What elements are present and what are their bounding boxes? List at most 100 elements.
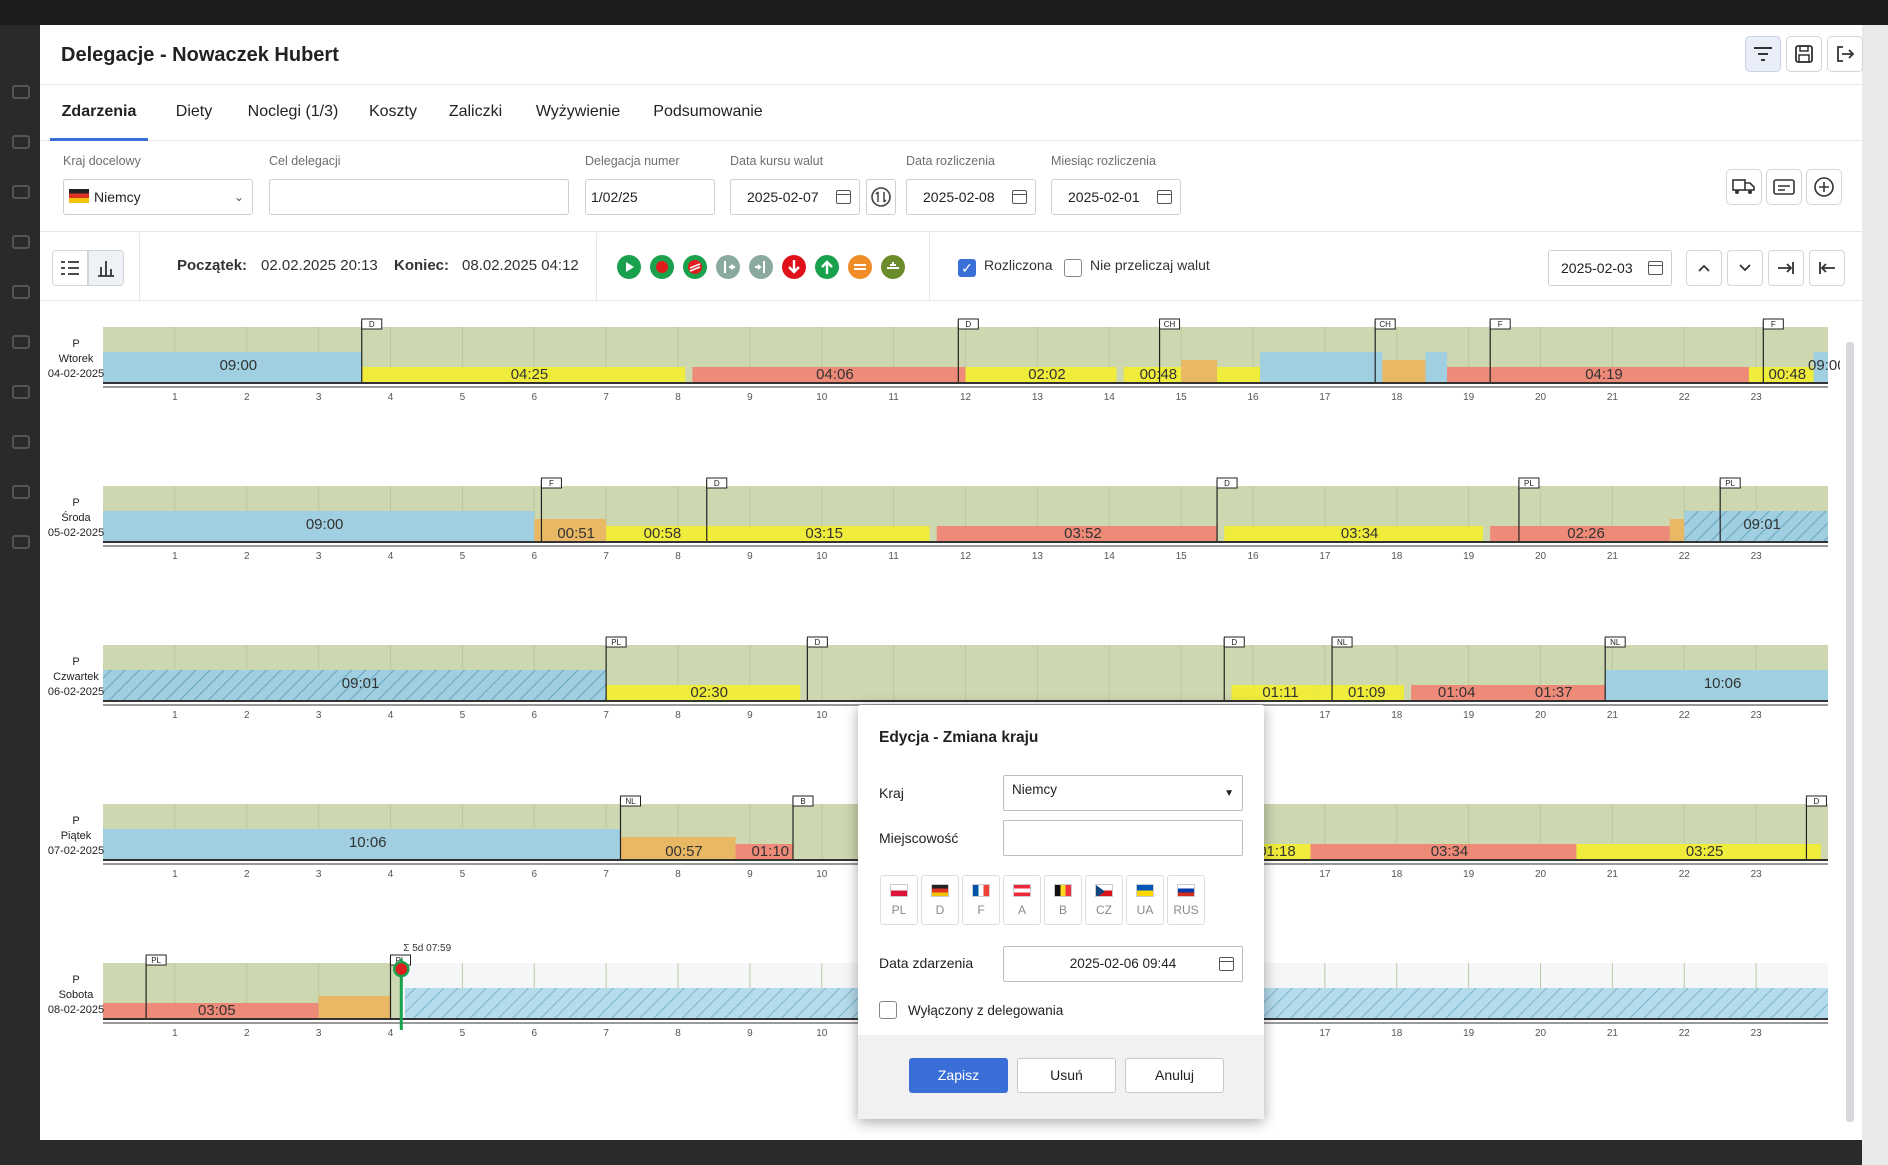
tab-zaliczki[interactable]: Zaliczki	[448, 103, 503, 120]
calendar-icon[interactable]	[1648, 261, 1663, 275]
day-label-date: 08-02-2025	[47, 1004, 105, 1016]
scroll-down-button[interactable]	[1727, 250, 1763, 286]
flag-de-button[interactable]: D	[921, 875, 959, 925]
event-segment	[1813, 352, 1828, 382]
flag-code: F	[977, 903, 985, 917]
list-view-button[interactable]	[52, 250, 88, 286]
go-start-button[interactable]	[1809, 250, 1845, 286]
cel-input[interactable]	[269, 179, 569, 215]
transport-calc-button[interactable]	[1726, 169, 1762, 205]
event-unload-button[interactable]	[782, 255, 806, 279]
segment-duration-label: 00:48	[1769, 366, 1807, 383]
event-pause-start-button[interactable]	[716, 255, 740, 279]
card-button[interactable]	[1766, 169, 1802, 205]
hour-tick-label: 3	[316, 551, 322, 562]
flag-cz-button[interactable]: CZ	[1085, 875, 1123, 925]
miesiac-date-input[interactable]: 2025-02-01	[1051, 179, 1181, 215]
save-button[interactable]	[1786, 36, 1822, 72]
event-segment	[1181, 360, 1218, 382]
timeline-chart[interactable]: 09:0004:2504:0602:0200:4804:1900:4809:00…	[40, 302, 1840, 1140]
country-code-label: B	[800, 797, 805, 806]
wylaczony-label: Wyłączony z delegowania	[908, 1003, 1064, 1018]
gear-icon	[12, 535, 30, 549]
separator	[139, 233, 140, 301]
flag-ua-button[interactable]: UA	[1126, 875, 1164, 925]
hour-tick-label: 6	[531, 551, 537, 562]
hour-tick-label: 10	[816, 710, 828, 721]
go-end-button[interactable]	[1768, 250, 1804, 286]
flag-ru-button[interactable]: RUS	[1167, 875, 1205, 925]
flag-be-button[interactable]: B	[1044, 875, 1082, 925]
hour-tick-label: 18	[1391, 710, 1403, 721]
wylaczony-checkbox[interactable]	[879, 1001, 897, 1019]
event-start-button[interactable]	[617, 255, 641, 279]
hour-tick-label: 8	[675, 551, 681, 562]
anuluj-button[interactable]: Anuluj	[1125, 1058, 1224, 1093]
pause-end-icon	[755, 261, 765, 273]
add-button[interactable]	[1806, 169, 1842, 205]
calendar-icon[interactable]	[836, 190, 851, 204]
numer-input[interactable]: 1/02/25	[585, 179, 715, 215]
nie-przeliczaj-checkbox[interactable]	[1064, 259, 1082, 277]
event-record-button[interactable]	[650, 255, 674, 279]
data-zdarzenia-input[interactable]: 2025-02-06 09:44	[1003, 946, 1243, 982]
event-pause-end-button[interactable]	[749, 255, 773, 279]
country-flag-marker	[361, 318, 383, 330]
dialog-title: Edycja - Zmiana kraju	[879, 729, 1039, 746]
hour-tick-label: 9	[747, 710, 753, 721]
exchange-rate-button[interactable]	[866, 179, 896, 215]
timeline-scrollbar[interactable]	[1846, 342, 1854, 1122]
tab-wyzywienie[interactable]: Wyżywienie	[535, 103, 621, 120]
event-train-button[interactable]	[881, 255, 905, 279]
calendar-icon[interactable]	[1219, 957, 1234, 971]
flag-pl-button[interactable]: PL	[880, 875, 918, 925]
chevron-down-icon: ⌄	[233, 190, 244, 204]
hour-tick-label: 2	[244, 1028, 250, 1039]
filter-button[interactable]	[1745, 36, 1781, 72]
tab-noclegi[interactable]: Noclegi (1/3)	[247, 103, 339, 120]
event-border-button[interactable]	[683, 255, 707, 279]
country-code-label: D	[714, 479, 720, 488]
rozliczenia-date-input[interactable]: 2025-02-08	[906, 179, 1036, 215]
hour-tick-label: 9	[747, 869, 753, 880]
chevron-up-icon	[1698, 264, 1710, 272]
kurs-date-input[interactable]: 2025-02-07	[730, 179, 860, 215]
event-load-button[interactable]	[815, 255, 839, 279]
rozliczona-checkbox[interactable]: ✓	[958, 259, 976, 277]
flag-fr-button[interactable]: F	[962, 875, 1000, 925]
tab-podsumowanie[interactable]: Podsumowanie	[653, 103, 763, 120]
segment-duration-label: 00:58	[644, 525, 682, 542]
background-app-bar	[0, 0, 1888, 25]
event-segment	[1447, 367, 1749, 382]
flag-code: D	[935, 903, 945, 917]
chart-view-button[interactable]	[88, 250, 124, 286]
tab-koszty[interactable]: Koszty	[368, 103, 417, 120]
tab-zdarzenia[interactable]: Zdarzenia	[50, 86, 148, 141]
day-label-name: Czwartek	[53, 671, 99, 683]
flag-fr-icon	[972, 884, 990, 897]
calendar-icon[interactable]	[1157, 190, 1172, 204]
hour-tick-label: 11	[888, 551, 899, 562]
country-flag-marker	[706, 477, 728, 489]
train-icon	[887, 262, 899, 269]
exit-icon	[1837, 46, 1855, 62]
zapisz-button[interactable]: Zapisz	[909, 1058, 1008, 1093]
kraj-dropdown[interactable]: Niemcy ▼	[1003, 775, 1243, 811]
country-flag-marker	[605, 636, 627, 648]
event-segment	[361, 367, 686, 382]
exit-button[interactable]	[1827, 36, 1863, 72]
timeline-date-input[interactable]: 2025-02-03	[1548, 250, 1672, 286]
event-ferry-button[interactable]	[848, 255, 872, 279]
day-label: P Czwartek 06-02-2025	[42, 655, 110, 700]
miejscowosc-input[interactable]	[1003, 820, 1243, 856]
flag-at-button[interactable]: A	[1003, 875, 1041, 925]
kraj-select[interactable]: Niemcy ⌄	[63, 179, 253, 215]
hour-tick-label: 12	[960, 392, 972, 403]
hour-tick-label: 4	[388, 710, 394, 721]
hour-tick-label: 10	[816, 392, 828, 403]
segment-duration-label: 03:52	[1064, 525, 1102, 542]
tab-diety[interactable]: Diety	[175, 103, 213, 120]
usun-button[interactable]: Usuń	[1017, 1058, 1116, 1093]
scroll-up-button[interactable]	[1686, 250, 1722, 286]
calendar-icon[interactable]	[1012, 190, 1027, 204]
